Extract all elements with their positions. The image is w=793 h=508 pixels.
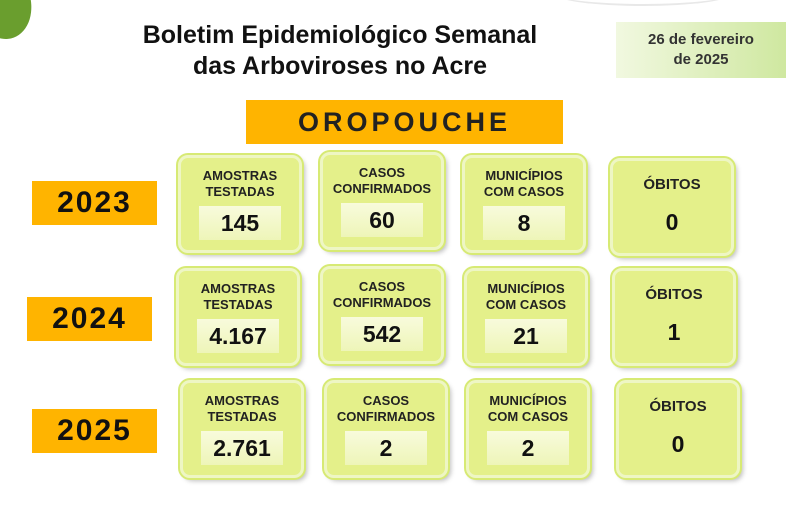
card-label: ÓBITOS [649,398,707,415]
date-badge: 26 de fevereiro de 2025 [616,22,786,78]
card-label: CASOS CONFIRMADOS [332,165,432,196]
card-label: AMOSTRAS TESTADAS [202,168,278,199]
page-title: Boletim Epidemiológico Semanal das Arbov… [100,20,580,82]
card-label: MUNICÍPIOS COM CASOS [485,281,567,312]
card-obitos-2023: ÓBITOS 0 [610,158,734,256]
card-value: 4.167 [197,319,279,353]
card-label: CASOS CONFIRMADOS [332,279,432,310]
year-label-2024: 2024 [27,297,152,341]
title-line-2: das Arboviroses no Acre [192,52,488,80]
card-label: MUNICÍPIOS COM CASOS [487,393,569,424]
card-municipios-2023: MUNICÍPIOS COM CASOS 8 [462,155,586,253]
card-obitos-2024: ÓBITOS 1 [612,268,736,366]
card-casos-2024: CASOS CONFIRMADOS 542 [320,266,444,364]
card-amostras-2025: AMOSTRAS TESTADAS 2.761 [180,380,304,478]
card-value: 60 [341,203,423,237]
date-line-1: 26 de fevereiro [648,31,754,48]
title-line-1: Boletim Epidemiológico Semanal [142,21,538,49]
card-label: AMOSTRAS TESTADAS [204,393,280,424]
card-value: 0 [665,209,679,235]
card-municipios-2024: MUNICÍPIOS COM CASOS 21 [464,268,588,366]
card-value: 2 [345,431,427,465]
card-value: 2 [487,431,569,465]
card-value: 0 [671,431,685,457]
card-casos-2025: CASOS CONFIRMADOS 2 [324,380,448,478]
card-value: 1 [667,319,681,345]
card-value: 2.761 [201,431,283,465]
disease-banner: OROPOUCHE [246,100,563,144]
card-label: CASOS CONFIRMADOS [336,393,436,424]
card-value: 8 [483,206,565,240]
card-casos-2023: CASOS CONFIRMADOS 60 [320,152,444,250]
card-value: 145 [199,206,281,240]
date-line-2: de 2025 [673,51,729,68]
card-amostras-2023: AMOSTRAS TESTADAS 145 [178,155,302,253]
decorative-curve [553,0,733,6]
year-label-2023: 2023 [32,181,157,225]
card-obitos-2025: ÓBITOS 0 [616,380,740,478]
card-amostras-2024: AMOSTRAS TESTADAS 4.167 [176,268,300,366]
decorative-leaf [0,0,42,48]
card-value: 21 [485,319,567,353]
year-label-2025: 2025 [32,409,157,453]
card-label: AMOSTRAS TESTADAS [200,281,276,312]
card-municipios-2025: MUNICÍPIOS COM CASOS 2 [466,380,590,478]
card-value: 542 [341,317,423,351]
card-label: ÓBITOS [643,176,701,193]
card-label: ÓBITOS [645,286,703,303]
card-label: MUNICÍPIOS COM CASOS [483,168,565,199]
